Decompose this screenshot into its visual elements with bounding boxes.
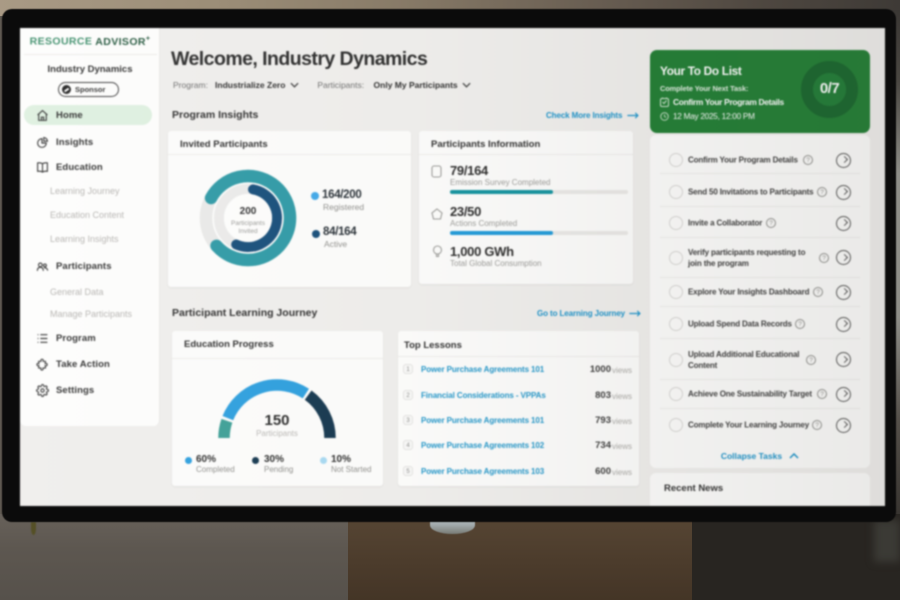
- svg-text:Participants: Participants: [231, 220, 266, 227]
- svg-text:200: 200: [240, 206, 257, 217]
- svg-text:Invited: Invited: [238, 228, 258, 235]
